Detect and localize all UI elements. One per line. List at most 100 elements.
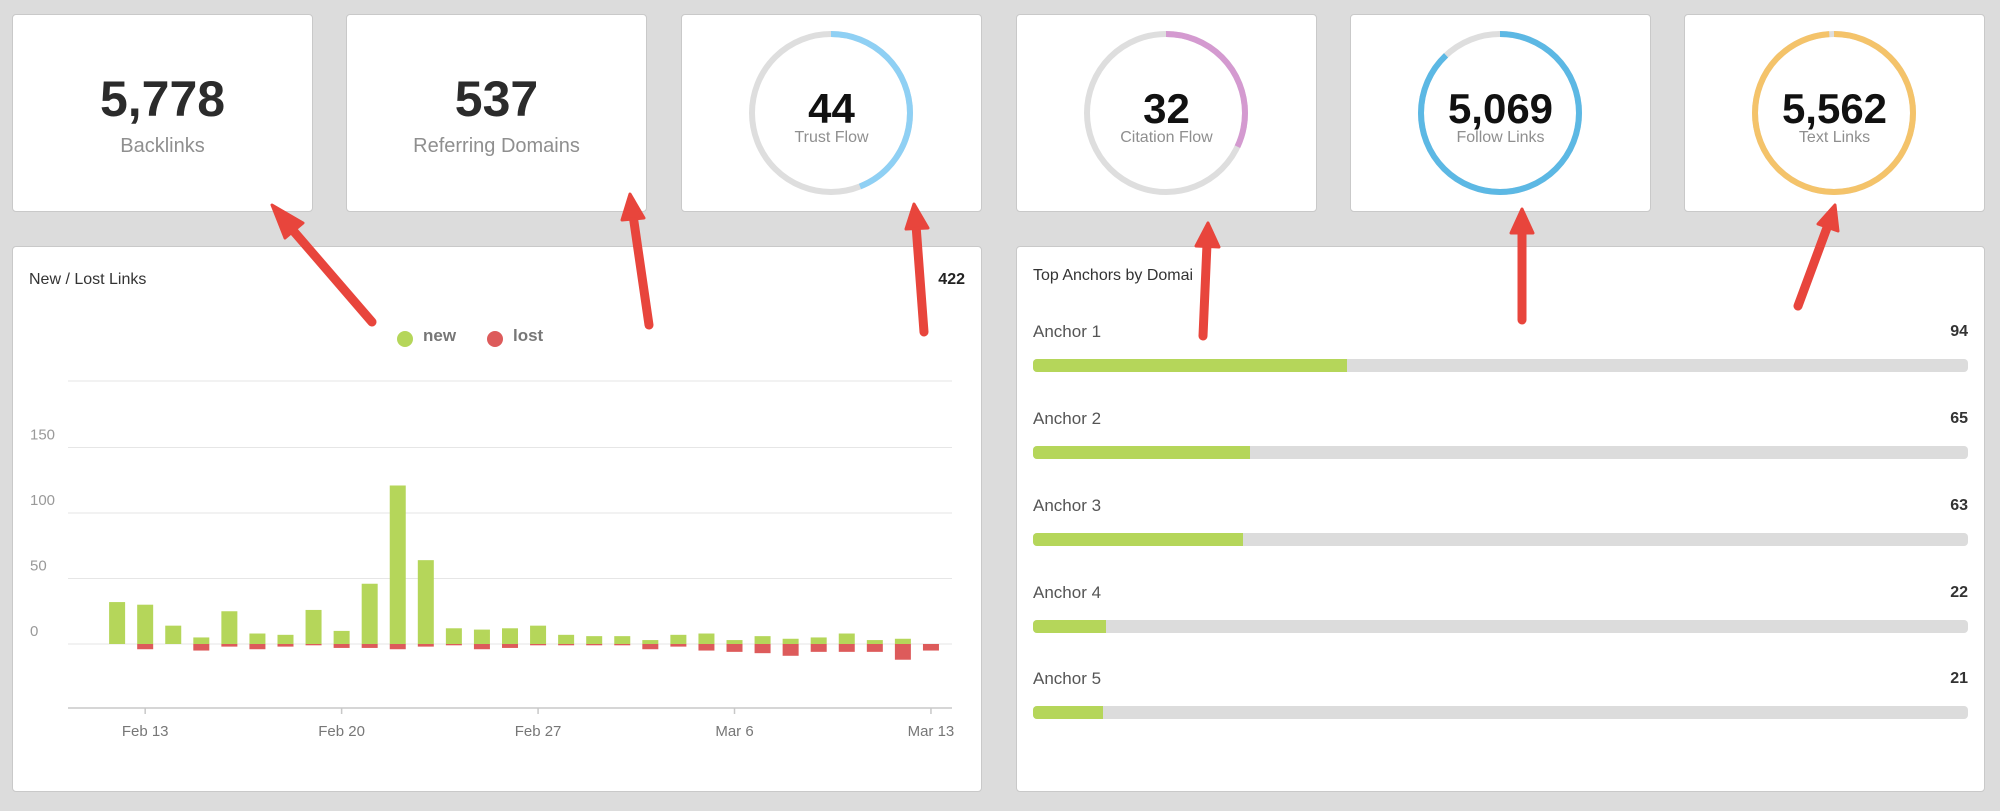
bar-lost xyxy=(389,644,406,650)
bar-lost xyxy=(361,644,378,648)
anchor-3-label: Anchor 3 xyxy=(1033,496,1102,515)
bar-new xyxy=(109,602,126,644)
y-tick-label: 50 xyxy=(30,558,47,575)
bar-lost xyxy=(810,644,827,652)
y-tick-label: 150 xyxy=(30,427,55,444)
bar-lost xyxy=(586,644,603,646)
bar-new xyxy=(754,636,771,644)
y-tick-label: 100 xyxy=(30,492,55,509)
bar-new xyxy=(417,560,434,644)
follow-links-value: 5,069 xyxy=(1447,85,1554,132)
anchor-4-bar xyxy=(1033,620,1968,633)
bar-new xyxy=(642,640,659,644)
anchor-4-fill xyxy=(1033,620,1107,633)
anchor-3-fill xyxy=(1033,533,1244,546)
top-anchors-title: Top Anchors by Domai xyxy=(1033,267,1194,284)
gauge-progress xyxy=(1084,31,1248,195)
legend-lost-marker[interactable] xyxy=(487,331,503,347)
text-links-label: Text Links xyxy=(1798,129,1871,146)
bar-new xyxy=(726,640,743,644)
bar-lost xyxy=(137,644,154,650)
trust-flow-label: Trust Flow xyxy=(794,129,869,146)
bar-new xyxy=(866,640,883,644)
bar-new xyxy=(277,634,294,644)
anchor-5-count: 21 xyxy=(1950,670,1968,687)
referring-domains-label: Referring Domains xyxy=(413,135,580,157)
text-links-card: 5,562 Text Links xyxy=(1684,14,1985,212)
legend-new-marker[interactable] xyxy=(397,331,413,347)
citation-flow-gauge xyxy=(1084,31,1248,195)
x-tick-label: Feb 20 xyxy=(318,723,365,740)
new-lost-links-title: New / Lost Links xyxy=(29,271,147,288)
anchor-1-count: 94 xyxy=(1950,323,1968,340)
bar-new xyxy=(810,637,827,644)
bar-new xyxy=(838,633,855,644)
bar-new xyxy=(137,604,154,644)
bar-new xyxy=(193,637,210,644)
backlinks-card: 5,778 Backlinks xyxy=(12,14,313,212)
backlinks-value: 5,778 xyxy=(99,71,226,127)
bar-lost xyxy=(333,644,350,648)
anchor-2-count: 65 xyxy=(1950,410,1968,427)
bar-new xyxy=(473,629,490,644)
anchor-1-fill xyxy=(1033,359,1347,372)
bar-new xyxy=(614,636,631,644)
follow-links-gauge xyxy=(1418,31,1582,195)
bar-lost xyxy=(726,644,743,652)
bar-new xyxy=(221,611,238,644)
bar-lost xyxy=(277,644,294,647)
bar-new xyxy=(249,633,266,644)
referring-domains-card: 537 Referring Domains xyxy=(346,14,647,212)
gauge-progress xyxy=(1418,31,1582,195)
bar-new xyxy=(445,628,462,644)
text-links-value: 5,562 xyxy=(1781,85,1888,132)
bar-lost xyxy=(922,644,939,651)
referring-domains-value: 537 xyxy=(454,71,539,127)
bar-new xyxy=(894,638,911,644)
x-tick-label: Feb 27 xyxy=(515,723,562,740)
gauge-progress xyxy=(749,31,913,195)
anchor-1-label: Anchor 1 xyxy=(1033,322,1102,341)
top-anchors-panel: Top Anchors by Domai Anchor 1 94 Anchor … xyxy=(1016,246,1985,792)
anchor-4-label: Anchor 4 xyxy=(1033,583,1102,602)
bar-lost xyxy=(614,644,631,646)
anchor-3-count: 63 xyxy=(1950,497,1968,514)
anchor-1-bar xyxy=(1033,359,1968,372)
bar-lost xyxy=(193,644,210,651)
bar-new xyxy=(586,636,603,644)
bar-lost xyxy=(698,644,715,651)
x-tick-label: Mar 6 xyxy=(715,723,753,740)
x-tick-label: Feb 13 xyxy=(122,723,169,740)
follow-links-card: 5,069 Follow Links xyxy=(1350,14,1651,212)
bar-lost xyxy=(221,644,238,647)
bar-new xyxy=(333,630,350,644)
citation-flow-label: Citation Flow xyxy=(1120,129,1213,146)
bar-lost xyxy=(417,644,434,647)
bar-new xyxy=(389,485,406,644)
bar-new xyxy=(530,625,547,644)
citation-flow-value: 32 xyxy=(1143,85,1190,132)
bar-lost xyxy=(866,644,883,652)
legend-lost-label[interactable]: lost xyxy=(513,326,544,345)
y-tick-label: 0 xyxy=(30,623,38,640)
x-tick-label: Mar 13 xyxy=(908,723,955,740)
anchor-2-fill xyxy=(1033,446,1251,459)
bar-lost xyxy=(530,644,547,646)
bar-lost xyxy=(445,644,462,646)
bar-lost xyxy=(754,644,771,654)
new-lost-links-total: 422 xyxy=(938,271,965,288)
bar-new xyxy=(305,609,322,644)
gauge-progress xyxy=(1752,31,1916,195)
legend-new-label[interactable]: new xyxy=(423,326,457,345)
anchor-5-bar xyxy=(1033,706,1968,719)
bar-lost xyxy=(670,644,687,647)
bar-new xyxy=(165,625,182,644)
trust-flow-gauge xyxy=(749,31,913,195)
trust-flow-card: 44 Trust Flow xyxy=(681,14,982,212)
bar-new xyxy=(698,633,715,644)
anchor-2-bar xyxy=(1033,446,1968,459)
bar-new xyxy=(558,634,575,644)
backlinks-label: Backlinks xyxy=(120,135,205,157)
bar-lost xyxy=(502,644,518,648)
